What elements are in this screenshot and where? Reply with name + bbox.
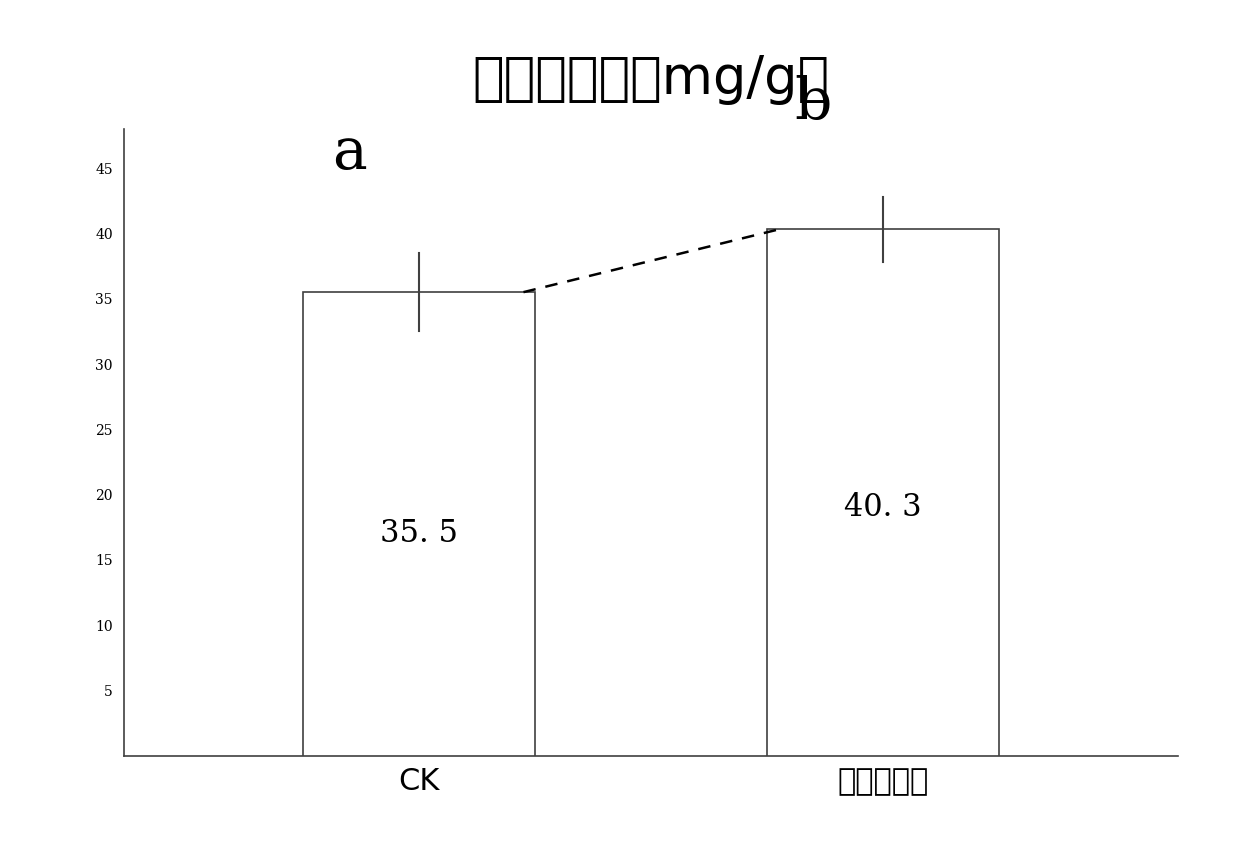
Text: 35. 5: 35. 5 [381,518,458,550]
Text: 40. 3: 40. 3 [844,492,921,523]
Text: a: a [332,125,367,181]
Bar [766,229,999,756]
Text: b: b [795,76,832,131]
Title: 叶绻素含量（mg/g）: 叶绻素含量（mg/g） [472,53,830,105]
Bar [304,292,536,756]
